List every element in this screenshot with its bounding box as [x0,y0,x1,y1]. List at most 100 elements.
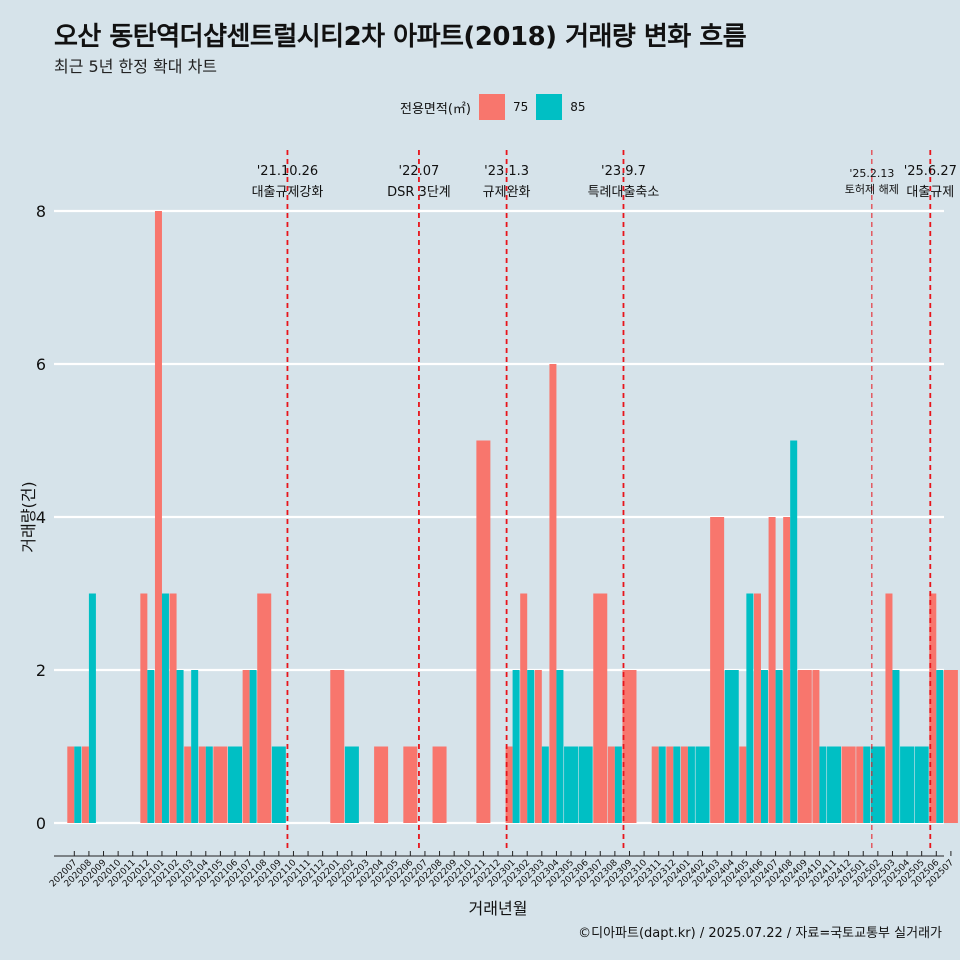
bar-202309-75 [622,670,637,823]
bar-202206-75 [403,746,418,823]
bar-202503-75 [885,593,893,823]
bar-202208-75 [432,746,447,823]
bar-202101-75 [154,211,162,823]
legend: 전용면적(㎡) 75 85 [400,94,594,120]
event-date: '23.9.7 [601,164,646,179]
bar-202507-75 [943,670,958,823]
chart-title: 오산 동탄역더샵센트럴시티2차 아파트(2018) 거래량 변화 흐름 [54,22,747,52]
bar-202502-85 [870,746,885,823]
bar-202303-85 [541,746,549,823]
bar-202506-85 [936,670,944,823]
event-label: 특례대출축소 [588,185,660,200]
bar-202307-75 [593,593,608,823]
bar-202202-85 [344,746,359,823]
event-label: 규제완화 [483,185,531,200]
bar-202412-75 [841,746,856,823]
event-date: '22.07 [399,164,440,179]
bar-202312-75 [666,746,674,823]
bar-202409-75 [797,670,812,823]
event-date: '25.2.13 [849,167,894,180]
bar-202107-85 [249,670,257,823]
bar-202410-85 [819,746,827,823]
bar-202109-85 [271,746,286,823]
bar-202411-85 [827,746,842,823]
bar-202008-75 [81,746,89,823]
bar-202301-85 [512,670,520,823]
event-label: 토허제 해제 [845,182,899,196]
y-axis-label: 거래량(건) [19,481,38,552]
bar-202405-85 [746,593,754,823]
bar-202104-75 [198,746,206,823]
bar-202501-75 [856,746,864,823]
legend-label-75: 75 [512,100,529,114]
bar-202304-85 [556,670,564,823]
bar-202304-75 [549,364,557,823]
bar-202103-75 [184,746,192,823]
bar-202311-85 [658,746,666,823]
bar-202301-75 [505,746,513,823]
legend-label-85: 85 [570,100,586,114]
bar-202102-75 [169,593,177,823]
bar-202403-75 [710,517,725,823]
bar-202401-75 [680,746,688,823]
bar-202408-85 [790,440,798,823]
legend-title: 전용면적(㎡) [400,101,471,117]
bar-202406-85 [760,670,768,823]
bar-202410-75 [812,670,820,823]
bar-202105-75 [213,746,228,823]
bar-202407-85 [775,670,783,823]
chart-subtitle: 최근 5년 한정 확대 차트 [54,57,218,76]
bar-202012-85 [147,670,155,823]
bar-202306-85 [578,746,593,823]
legend-swatch-85 [536,94,563,120]
bar-202101-85 [161,593,169,823]
bar-202311-75 [651,746,659,823]
bar-202308-85 [614,746,622,823]
y-tick-label: 2 [36,661,46,680]
bar-202407-75 [768,517,776,823]
bar-202008-85 [88,593,96,823]
bar-202108-75 [257,593,272,823]
bar-202406-75 [753,593,761,823]
bar-202402-85 [695,746,710,823]
bar-202007-75 [67,746,75,823]
bar-202303-75 [534,670,542,823]
event-date: '21.10.26 [257,164,318,179]
bar-202308-75 [607,746,615,823]
bar-202305-85 [564,746,579,823]
bar-202007-85 [74,746,82,823]
y-tick-label: 6 [36,355,46,374]
bar-202505-85 [914,746,929,823]
bar-202302-85 [527,670,535,823]
event-date: '23.1.3 [484,164,529,179]
event-date: '25.6.27 [904,164,957,179]
bar-202107-75 [242,670,250,823]
bar-202503-85 [892,670,900,823]
y-tick-label: 8 [36,202,46,221]
x-axis-label: 거래년월 [469,899,528,918]
bar-202302-75 [520,593,528,823]
bar-202506-75 [929,593,937,823]
bar-202211-75 [476,440,491,823]
y-tick-label: 4 [36,508,46,527]
bar-202401-85 [687,746,695,823]
bar-202504-85 [900,746,915,823]
source-caption: ©디아파트(dapt.kr) / 2025.07.22 / 자료=국토교통부 실… [578,926,942,941]
bar-202408-75 [783,517,791,823]
bar-202405-75 [739,746,747,823]
bar-202204-75 [374,746,389,823]
y-tick-label: 0 [36,814,46,833]
bar-202501-85 [863,746,871,823]
bar-202106-85 [228,746,243,823]
legend-swatch-75 [478,94,505,120]
bar-202102-85 [176,670,184,823]
bar-202201-75 [330,670,345,823]
event-label: DSR 3단계 [387,185,451,200]
event-label: 대출규제강화 [252,185,324,200]
bar-202103-85 [191,670,199,823]
bar-202404-85 [724,670,739,823]
bar-202012-75 [140,593,148,823]
bar-202312-85 [673,746,681,823]
bar-202104-85 [205,746,213,823]
